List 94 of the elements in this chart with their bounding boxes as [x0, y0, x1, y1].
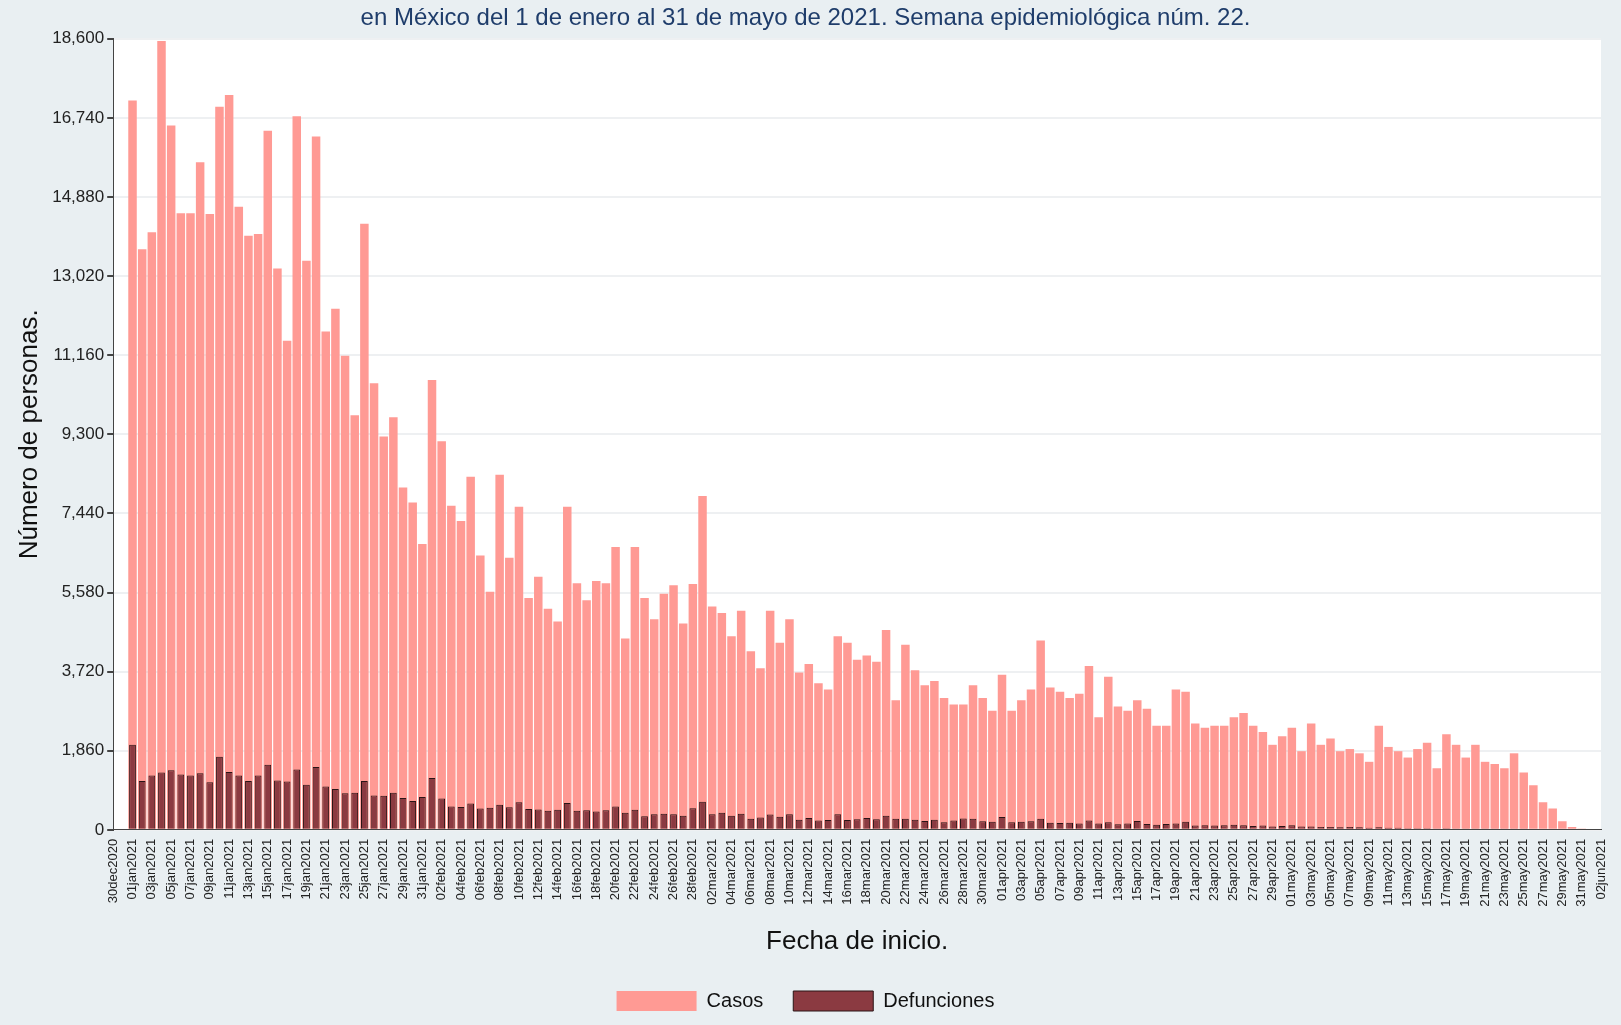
y-tick-label: 18,600: [52, 28, 105, 48]
x-tick-label: 15apr2021: [1128, 838, 1144, 902]
y-tick-label: 11,160: [53, 344, 105, 364]
x-tick-label: 03may2021: [1302, 838, 1318, 907]
x-tick-label: 02mar2021: [703, 838, 719, 905]
x-tick-label: 31jan2021: [413, 838, 429, 900]
x-tick-label: 10feb2021: [510, 838, 526, 901]
x-tick-label: 24mar2021: [916, 838, 932, 905]
x-tick-label: 01apr2021: [993, 838, 1009, 902]
x-tick-label: 08feb2021: [491, 838, 507, 901]
x-tick-label: 15jan2021: [259, 838, 275, 900]
x-tick-label: 23jan2021: [336, 838, 352, 900]
x-tick-label: 12feb2021: [529, 838, 545, 901]
y-tick-label: 14,880: [52, 186, 105, 206]
x-tick-label: 15may2021: [1418, 838, 1434, 907]
x-tick-label: 27jan2021: [375, 838, 391, 900]
x-tick-label: 29may2021: [1553, 838, 1569, 907]
chart-title: en México del 1 de enero al 31 de mayo de 2021. Semana epidemiológica núm. 22.: [360, 3, 1251, 31]
x-tick-label: 31may2021: [1573, 838, 1589, 907]
x-tick-label: 23apr2021: [1206, 838, 1222, 902]
x-tick-label: 02feb2021: [433, 838, 449, 901]
x-tick-label: 02jun2021: [1592, 838, 1608, 900]
y-tick-label: 7,440: [61, 503, 105, 523]
x-tick-label: 13jan2021: [240, 838, 256, 900]
x-tick-label: 05apr2021: [1032, 838, 1048, 902]
x-tick-label: 21may2021: [1476, 838, 1492, 907]
x-tick-label: 04feb2021: [452, 838, 468, 901]
x-tick-label: 11may2021: [1380, 838, 1396, 906]
x-tick-label: 21jan2021: [317, 838, 333, 900]
x-tick-label: 01may2021: [1283, 838, 1299, 907]
x-tick-label: 08mar2021: [761, 838, 777, 905]
x-tick-label: 26mar2021: [935, 838, 951, 905]
y-axis-title: Número de personas.: [12, 309, 43, 560]
x-tick-label: 29apr2021: [1264, 838, 1280, 902]
x-tick-label: 07jan2021: [182, 838, 198, 900]
x-tick-label: 17may2021: [1438, 838, 1453, 907]
x-tick-label: 25may2021: [1515, 838, 1531, 907]
x-tick-label: 06feb2021: [471, 838, 487, 901]
x-tick-label: 09jan2021: [201, 838, 217, 900]
x-tick-label: 05jan2021: [162, 838, 178, 900]
x-tick-label: 13may2021: [1399, 838, 1415, 907]
x-tick-label: 05may2021: [1322, 838, 1338, 907]
x-tick-label: 20mar2021: [877, 838, 893, 905]
x-tick-label: 16mar2021: [839, 838, 855, 905]
x-tick-label: 09may2021: [1360, 838, 1376, 907]
x-tick-label: 22mar2021: [896, 838, 912, 905]
x-tick-label: 23may2021: [1495, 838, 1511, 907]
x-tick-label: 20feb2021: [607, 838, 623, 901]
x-tick-label: 19may2021: [1457, 838, 1473, 907]
x-tick-label: 28feb2021: [684, 838, 700, 901]
x-tick-label: 10mar2021: [781, 838, 797, 905]
x-tick-label: 07apr2021: [1051, 838, 1067, 902]
x-tick-label: 19jan2021: [298, 838, 313, 900]
x-tick-label: 25apr2021: [1225, 838, 1241, 902]
x-tick-label: 01jan2021: [124, 838, 140, 900]
x-tick-label: 16feb2021: [568, 838, 584, 901]
x-tick-label: 09apr2021: [1070, 838, 1086, 902]
x-tick-label: 18feb2021: [587, 838, 603, 901]
x-tick-label: 25jan2021: [355, 838, 371, 900]
x-tick-label: 29jan2021: [394, 838, 410, 900]
y-tick-label: 13,020: [52, 265, 105, 285]
y-tick-label: 0: [94, 819, 105, 839]
y-tick-label: 5,580: [61, 582, 105, 602]
x-tick-label: 24feb2021: [645, 838, 661, 901]
x-tick-label: 19apr2021: [1167, 838, 1183, 902]
x-tick-label: 03jan2021: [143, 838, 159, 900]
x-tick-label: 27apr2021: [1244, 838, 1260, 902]
x-tick-label: 11jan2021: [220, 838, 236, 899]
x-tick-label: 17apr2021: [1148, 838, 1164, 902]
x-tick-label: 06mar2021: [742, 838, 758, 905]
legend-label: Casos: [706, 988, 764, 1011]
y-tick-label: 3,720: [61, 661, 105, 681]
x-tick-label: 03apr2021: [1012, 838, 1028, 902]
y-tick-label: 16,740: [52, 107, 105, 127]
x-tick-label: 21apr2021: [1186, 838, 1202, 902]
x-tick-label: 14mar2021: [819, 838, 835, 905]
x-axis-title: Fecha de inicio.: [766, 924, 949, 955]
x-tick-label: 12mar2021: [800, 838, 816, 905]
x-tick-label: 30dec2020: [104, 838, 120, 904]
y-tick-label: 9,300: [61, 424, 105, 444]
x-tick-label: 27may2021: [1534, 838, 1550, 907]
x-tick-label: 13apr2021: [1109, 838, 1125, 902]
x-tick-label: 17jan2021: [278, 838, 294, 900]
x-tick-label: 11apr2021: [1090, 838, 1106, 901]
x-tick-label: 28mar2021: [954, 838, 970, 905]
x-tick-label: 22feb2021: [626, 838, 642, 901]
x-tick-label: 18mar2021: [858, 838, 874, 905]
x-tick-label: 26feb2021: [665, 838, 681, 901]
x-tick-label: 04mar2021: [723, 838, 739, 905]
x-tick-label: 07may2021: [1341, 838, 1357, 907]
legend-label: Defunciones: [883, 988, 995, 1011]
y-tick-label: 1,860: [61, 740, 105, 760]
x-tick-label: 14feb2021: [549, 838, 565, 901]
x-tick-label: 30mar2021: [974, 838, 990, 905]
